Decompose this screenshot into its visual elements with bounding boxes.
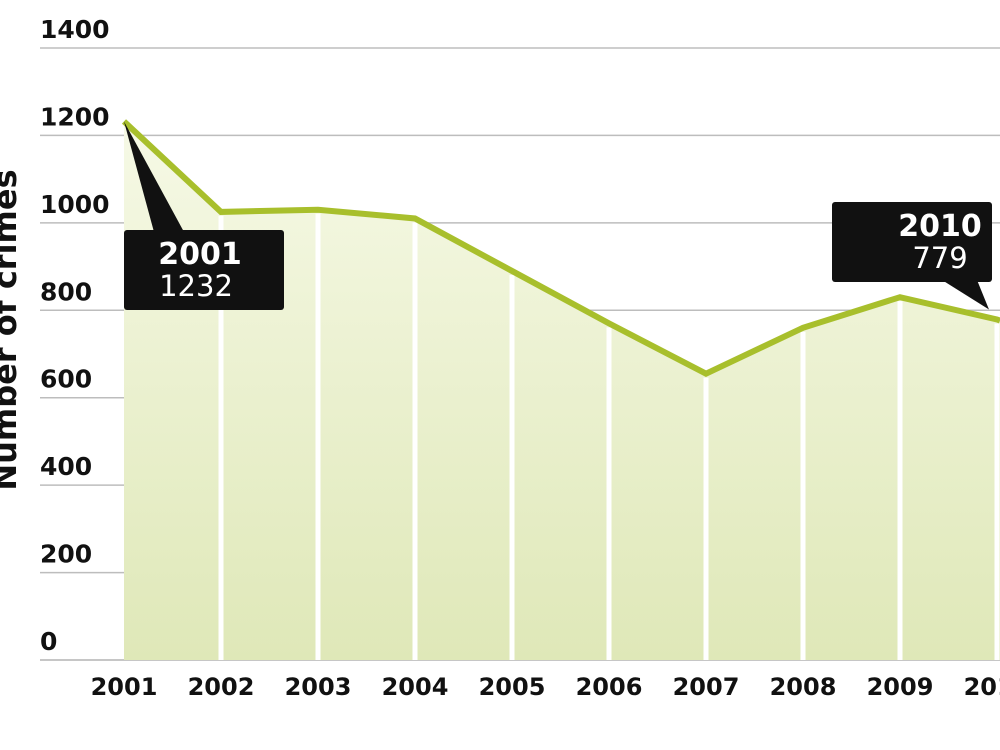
callout-year: 2001	[158, 237, 242, 272]
x-tick-label: 2009	[867, 673, 934, 701]
y-tick-label: 0	[40, 627, 57, 656]
x-tick-label: 2010	[964, 673, 1000, 701]
x-axis-ticks: 2001 2002 2003 2004 2005 2006 2007 2008 2009 2010	[91, 673, 1000, 701]
y-tick-label: 200	[40, 540, 92, 569]
callout-pointer	[942, 280, 989, 310]
callout-value: 779	[912, 241, 967, 275]
x-tick-label: 2004	[382, 673, 449, 701]
column-dividers	[218, 213, 1000, 660]
y-tick-label: 800	[40, 277, 92, 306]
y-tick-label: 1000	[40, 190, 110, 219]
y-tick-label: 1400	[40, 15, 110, 44]
y-axis-ticks: 0 200 400 600 800 1000 1200 1400	[40, 15, 110, 656]
series-line	[121, 119, 1000, 378]
callout-box	[124, 230, 284, 310]
y-tick-label: 1200	[40, 102, 110, 131]
y-axis-label: Number of crimes	[0, 169, 24, 490]
area-shape	[124, 121, 1000, 660]
series-line-path	[121, 119, 1000, 378]
callout-value: 1232	[159, 269, 233, 303]
x-tick-label: 2001	[91, 673, 158, 701]
callout-pointer	[124, 121, 184, 232]
area-fill	[124, 121, 1000, 660]
y-tick-label: 400	[40, 452, 92, 481]
x-tick-label: 2007	[673, 673, 740, 701]
x-tick-label: 2008	[770, 673, 837, 701]
x-tick-label: 2005	[479, 673, 546, 701]
x-tick-label: 2006	[576, 673, 643, 701]
callout-box	[832, 202, 992, 282]
callout-year: 2010	[898, 209, 982, 244]
x-tick-label: 2002	[188, 673, 255, 701]
y-tick-label: 600	[40, 365, 92, 394]
x-tick-label: 2003	[285, 673, 352, 701]
